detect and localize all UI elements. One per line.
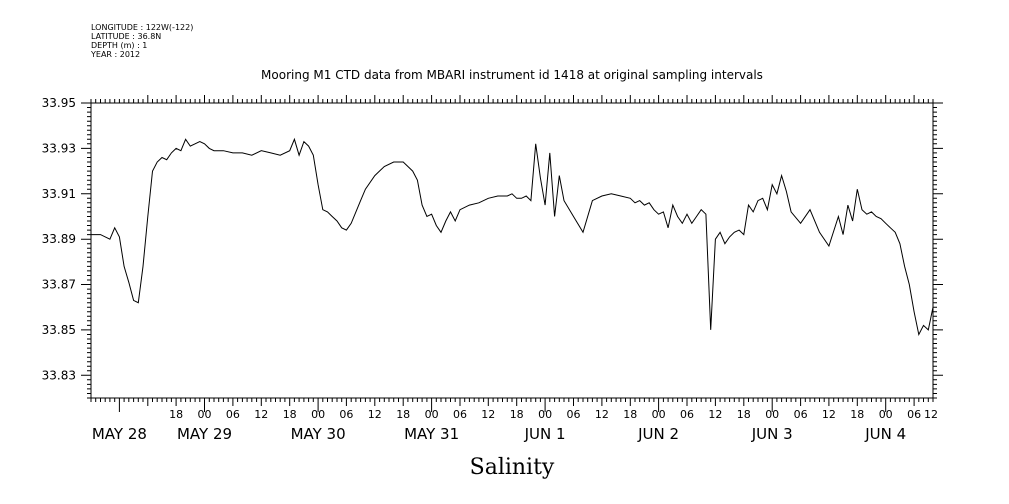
series-line-salinity	[91, 137, 934, 336]
x-hour-tick-label: 12	[924, 408, 938, 421]
x-hour-tick-label: 18	[850, 408, 864, 421]
x-day-label: JUN 4	[864, 425, 906, 443]
y-tick-label: 33.95	[42, 96, 76, 110]
y-tick-label: 33.83	[42, 368, 76, 382]
x-hour-tick-label: 12	[822, 408, 836, 421]
x-hour-tick-label: 00	[311, 408, 325, 421]
x-hour-tick-label: 12	[368, 408, 382, 421]
x-day-label: MAY 29	[177, 425, 232, 443]
x-hour-tick-label: 06	[680, 408, 694, 421]
metadata-block: LONGITUDE : 122W(-122)LATITUDE : 36.8NDE…	[90, 23, 193, 59]
x-hour-tick-label: 00	[652, 408, 666, 421]
y-axis-tick-labels: 33.83 33.85 33.87 33.89 33.91 33.93 33.95	[42, 96, 76, 382]
x-hour-tick-label: 18	[283, 408, 297, 421]
axis-ticks	[81, 95, 943, 412]
x-hour-tick-label: 00	[765, 408, 779, 421]
y-tick-label: 33.85	[42, 323, 76, 337]
metadata-line: YEAR : 2012	[90, 50, 140, 59]
x-hour-tick-label: 06	[567, 408, 581, 421]
x-hour-tick-label: 12	[481, 408, 495, 421]
x-hour-tick-label: 12	[595, 408, 609, 421]
x-day-label: JUN 2	[637, 425, 679, 443]
x-hour-tick-label: 12	[708, 408, 722, 421]
x-hour-tick-label: 18	[396, 408, 410, 421]
x-axis-day-labels: MAY 28 MAY 29 MAY 30 MAY 31 JUN 1 JUN 2 JUN 3 J…	[92, 425, 906, 443]
x-hour-tick-label: 06	[794, 408, 808, 421]
y-tick-label: 33.87	[42, 278, 76, 292]
x-hour-tick-label: 00	[538, 408, 552, 421]
x-hour-tick-label: 18	[169, 408, 183, 421]
x-hour-tick-label: 06	[907, 408, 921, 421]
x-hour-tick-label: 06	[339, 408, 353, 421]
x-axis-label: Salinity	[470, 455, 555, 480]
x-day-label: MAY 28	[92, 425, 147, 443]
metadata-line: LONGITUDE : 122W(-122)	[91, 23, 193, 32]
x-hour-tick-label: 18	[623, 408, 637, 421]
x-hour-tick-label: 06	[453, 408, 467, 421]
x-day-label: MAY 30	[291, 425, 346, 443]
y-tick-label: 33.91	[42, 187, 76, 201]
metadata-line: LATITUDE : 36.8N	[91, 32, 161, 41]
y-tick-label: 33.89	[42, 232, 76, 246]
x-hour-tick-label: 12	[254, 408, 268, 421]
tick-marks	[81, 95, 943, 412]
plot-frame	[90, 102, 934, 399]
metadata-line: DEPTH (m) : 1	[91, 41, 147, 50]
x-day-label: MAY 31	[404, 425, 459, 443]
x-hour-tick-label: 00	[879, 408, 893, 421]
x-hour-tick-label: 18	[510, 408, 524, 421]
x-hour-tick-label: 00	[425, 408, 439, 421]
x-hour-tick-label: 18	[737, 408, 751, 421]
chart-title: Mooring M1 CTD data from MBARI instrumen…	[261, 68, 763, 82]
x-hour-tick-label: 06	[226, 408, 240, 421]
y-tick-label: 33.93	[42, 141, 76, 155]
x-day-label: JUN 3	[751, 425, 793, 443]
x-day-label: JUN 1	[524, 425, 566, 443]
x-axis-tick-labels: 18 00 06 12 18 00 06 12 18 00 06 12 18 00 06 12 18 00 06 12…	[169, 408, 938, 421]
x-hour-tick-label: 00	[198, 408, 212, 421]
